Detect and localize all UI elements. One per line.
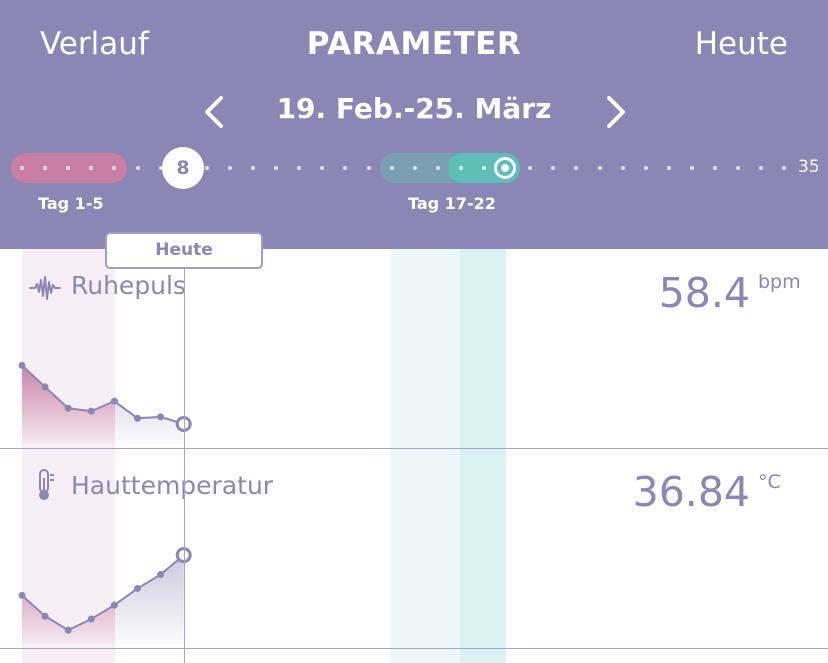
timeline-day-dot bbox=[20, 166, 24, 170]
heute-button[interactable]: Heute bbox=[694, 26, 788, 62]
parameter-name: Ruhepuls bbox=[71, 271, 187, 300]
timeline-day-dot bbox=[320, 166, 325, 170]
chevron-left-icon[interactable] bbox=[195, 92, 235, 132]
hauttemperatur-chart bbox=[18, 547, 192, 644]
ovulation-band bbox=[460, 249, 506, 663]
parameter-value: 58.4 bbox=[658, 269, 750, 317]
timeline-day-dot bbox=[135, 166, 140, 170]
verlauf-button[interactable]: Verlauf bbox=[40, 26, 149, 62]
timeline-day-dot bbox=[227, 166, 232, 170]
timeline-day-dot bbox=[528, 166, 533, 170]
divider bbox=[0, 448, 828, 449]
chart-point bbox=[64, 404, 72, 412]
chart-point bbox=[110, 397, 118, 405]
timeline-day-dot bbox=[620, 166, 625, 170]
timeline-day-dot bbox=[274, 166, 279, 170]
chart-series-line bbox=[21, 554, 185, 632]
fertile-band bbox=[391, 249, 460, 663]
ruhepuls-chart bbox=[18, 361, 192, 444]
parameter-list: Ruhepuls 58.4 bpm Hauttemperatur 36.84 °… bbox=[0, 232, 828, 663]
timeline-day-dot bbox=[759, 166, 764, 170]
timeline-day-dot bbox=[482, 166, 486, 170]
thermometer-icon bbox=[39, 469, 54, 500]
timeline-day-dot bbox=[551, 166, 556, 170]
today-badge: Heute bbox=[105, 232, 263, 269]
chart-point bbox=[157, 571, 165, 579]
chart-today-point bbox=[175, 547, 192, 564]
date-range: 19. Feb.-25. März bbox=[276, 92, 552, 125]
chart-point bbox=[87, 407, 95, 415]
ovulation-marker-icon bbox=[494, 157, 516, 179]
timeline-day-dot bbox=[297, 166, 302, 170]
chart-today-point bbox=[175, 416, 192, 432]
timeline-day-dot bbox=[343, 166, 348, 170]
chart-point bbox=[110, 601, 118, 609]
current-day-marker[interactable]: 8 bbox=[162, 147, 204, 189]
parameter-unit: °C bbox=[758, 471, 781, 493]
chart-point bbox=[18, 591, 26, 599]
timeline-day-dot bbox=[66, 166, 71, 170]
timeline-day-dot bbox=[435, 166, 440, 170]
chart-area bbox=[115, 555, 184, 644]
timeline-day-dot bbox=[158, 166, 163, 170]
timeline-day-dot bbox=[43, 166, 48, 170]
timeline-day-dot bbox=[251, 166, 255, 170]
chart-point bbox=[18, 361, 26, 369]
page-title: PARAMETER bbox=[306, 26, 522, 62]
timeline-day-dot bbox=[574, 166, 579, 170]
timeline-day-dot bbox=[389, 166, 394, 170]
chart-area bbox=[115, 401, 184, 444]
parameter-name: Hauttemperatur bbox=[71, 471, 274, 500]
chart-series-line bbox=[21, 364, 184, 425]
divider bbox=[0, 648, 828, 649]
timeline-day-dot bbox=[597, 166, 602, 170]
timeline-day-dot bbox=[666, 166, 671, 170]
chart-point bbox=[87, 615, 95, 623]
timeline-day-dot bbox=[366, 166, 371, 170]
chart-area-period bbox=[22, 365, 115, 444]
last-day-label: 35 bbox=[798, 157, 820, 177]
today-line bbox=[184, 249, 185, 663]
period-phase-label: Tag 1-5 bbox=[38, 194, 104, 213]
timeline-day-dot bbox=[643, 166, 648, 170]
timeline-day-dot bbox=[458, 166, 463, 170]
period-band bbox=[22, 249, 115, 663]
timeline-day-dot bbox=[112, 166, 117, 170]
chart-point bbox=[64, 626, 72, 634]
fertile-phase-label: Tag 17-22 bbox=[408, 194, 496, 213]
timeline-day-dot bbox=[713, 166, 717, 170]
timeline-day-dot bbox=[782, 166, 787, 170]
chart-point bbox=[157, 413, 165, 421]
chart-point bbox=[41, 383, 49, 391]
parameter-value: 36.84 bbox=[632, 468, 750, 516]
timeline-day-dot bbox=[689, 166, 694, 170]
pulse-wave-icon bbox=[29, 276, 61, 300]
timeline-day-dot bbox=[89, 166, 94, 170]
timeline-day-dot bbox=[204, 166, 209, 170]
chart-area-period bbox=[22, 595, 115, 644]
parameter-unit: bpm bbox=[758, 271, 801, 293]
timeline-day-dot bbox=[736, 166, 741, 170]
chart-point bbox=[41, 612, 49, 620]
header: Verlauf PARAMETER Heute 19. Feb.-25. Mär… bbox=[0, 0, 828, 249]
cycle-timeline[interactable]: 8 35 Tag 1-5 Tag 17-22 bbox=[0, 140, 828, 220]
chevron-right-icon[interactable] bbox=[595, 92, 635, 132]
chart-point bbox=[134, 584, 141, 592]
timeline-day-dot bbox=[412, 166, 417, 170]
chart-point bbox=[134, 414, 141, 422]
